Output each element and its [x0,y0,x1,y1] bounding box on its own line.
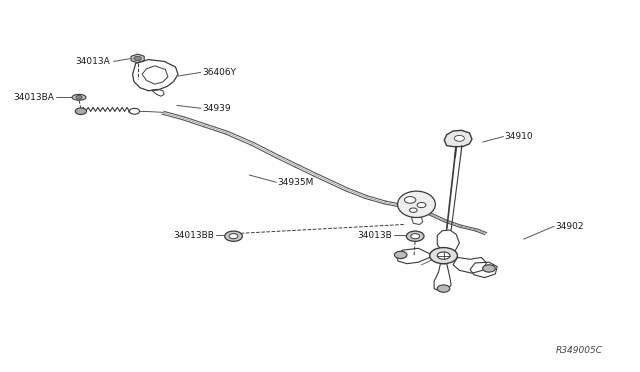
Circle shape [225,231,243,241]
Circle shape [129,108,140,114]
Text: 36406Y: 36406Y [202,68,236,77]
Circle shape [229,234,238,239]
Circle shape [411,234,420,239]
Circle shape [76,108,86,115]
Circle shape [406,231,424,241]
Text: 34902: 34902 [556,222,584,231]
Polygon shape [131,54,144,63]
Circle shape [404,197,416,203]
Polygon shape [444,130,472,147]
Circle shape [410,208,417,212]
Text: 34910: 34910 [505,132,533,141]
Text: 34013BB: 34013BB [173,231,214,240]
Circle shape [437,252,450,259]
Text: 34013A: 34013A [76,57,111,66]
Circle shape [76,96,82,99]
Circle shape [483,265,495,272]
Ellipse shape [397,191,435,218]
Circle shape [134,56,141,61]
Circle shape [437,285,450,292]
Circle shape [454,135,465,141]
Text: 34935M: 34935M [278,178,314,187]
Text: 34013BA: 34013BA [13,93,54,102]
Circle shape [417,202,426,208]
Text: R349005C: R349005C [556,346,602,355]
Ellipse shape [72,94,86,100]
Text: 34939: 34939 [202,104,230,113]
Text: 34013B: 34013B [358,231,392,240]
Circle shape [394,251,407,259]
Circle shape [429,247,458,264]
